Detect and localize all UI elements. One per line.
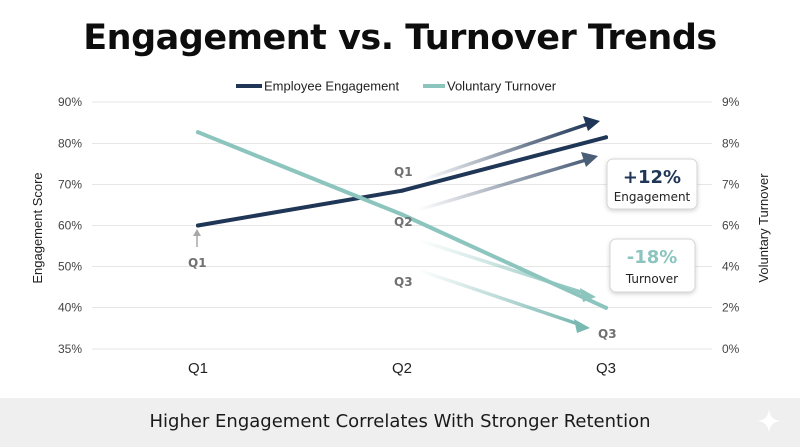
- turnover-trend-arrowhead-lower: [574, 319, 590, 333]
- y-axis-left-title: Engagement Score: [30, 172, 45, 283]
- series-point-voluntary-turnover-q1: [196, 130, 200, 135]
- y-tick-right-6: 2%: [722, 301, 740, 315]
- y-tick-right-3: 6%: [722, 219, 740, 233]
- annotation-q3-turnover: Q3: [598, 327, 617, 341]
- sparkle-icon: [757, 409, 781, 433]
- chart-subtitle: Higher Engagement Correlates With Strong…: [149, 411, 651, 432]
- y-tick-right-2: 7%: [722, 178, 740, 192]
- x-tick-q2: Q2: [392, 360, 412, 377]
- legend-label-turnover: Voluntary Turnover: [447, 79, 557, 94]
- engagement-trend-arrow-lower: [417, 158, 587, 212]
- series-lines: [196, 130, 608, 310]
- x-tick-q1: Q1: [188, 360, 208, 377]
- x-axis-ticks: Q1 Q2 Q3: [188, 360, 616, 377]
- annotation-q1-engagement: Q1: [188, 256, 207, 270]
- turnover-change-label: Turnover: [625, 272, 678, 286]
- series-point-voluntary-turnover-q2: [400, 212, 404, 217]
- y-tick-right-0: 9%: [722, 95, 740, 109]
- turnover-trend-arrow-lower: [417, 268, 579, 326]
- legend-label-engagement: Employee Engagement: [264, 79, 400, 94]
- y-tick-left-6: 35%: [58, 342, 82, 356]
- point-annotations: Q1 Q1 Q2 Q3 Q3: [188, 165, 617, 341]
- y-tick-left-1: 80%: [58, 137, 82, 151]
- y-tick-right-5: 4%: [722, 260, 740, 274]
- engagement-change-callout: +12% Engagement: [606, 158, 698, 210]
- y-axis-right-ticks: 9% 8% 7% 6% 4% 2% 0%: [722, 95, 740, 356]
- engagement-trend-arrow-upper: [421, 122, 589, 182]
- y-tick-right-7: 0%: [722, 342, 740, 356]
- series-point-employee-engagement-q3: [604, 135, 608, 140]
- engagement-trend-arrowhead-lower: [581, 152, 598, 167]
- y-tick-right-1: 8%: [722, 137, 740, 151]
- footer-bar: Higher Engagement Correlates With Strong…: [0, 398, 800, 447]
- y-axis-right-title: Voluntary Turnover: [756, 173, 771, 283]
- series-line-employee-engagement: [196, 135, 608, 228]
- turnover-change-callout: -18% Turnover: [609, 238, 696, 293]
- engagement-trend-arrowhead-upper: [583, 116, 600, 131]
- annotation-q1-arrow: Q1: [394, 165, 413, 179]
- series-point-employee-engagement-q2: [400, 188, 404, 193]
- x-tick-q3: Q3: [596, 360, 616, 377]
- legend: Employee Engagement Voluntary Turnover: [236, 79, 557, 94]
- series-point-employee-engagement-q1: [196, 223, 200, 228]
- y-tick-left-5: 40%: [58, 301, 82, 315]
- chart-title: Engagement vs. Turnover Trends: [83, 18, 717, 58]
- turnover-change-value: -18%: [627, 247, 678, 268]
- gridlines: [92, 101, 712, 350]
- annotation-q3-arrow: Q3: [394, 275, 413, 289]
- y-tick-left-3: 60%: [58, 219, 82, 233]
- line-chart: Employee Engagement Voluntary Turnover 9…: [30, 79, 771, 378]
- y-axis-left-ticks: 90% 80% 70% 60% 50% 40% 35%: [58, 95, 82, 356]
- y-tick-left-0: 90%: [58, 95, 82, 109]
- engagement-change-value: +12%: [623, 167, 681, 188]
- series-point-voluntary-turnover-q3: [604, 305, 608, 310]
- y-tick-left-2: 70%: [58, 178, 82, 192]
- y-tick-left-4: 50%: [58, 260, 82, 274]
- q1-pointer-head: [193, 229, 201, 236]
- engagement-change-label: Engagement: [614, 190, 691, 204]
- annotation-q2-arrow: Q2: [394, 215, 413, 229]
